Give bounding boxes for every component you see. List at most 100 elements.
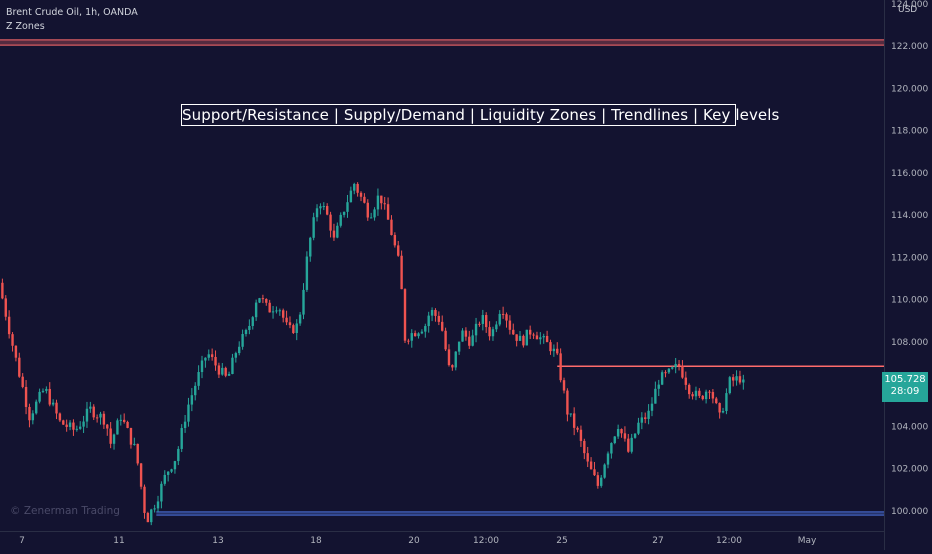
candle-body bbox=[133, 443, 136, 445]
candle-body bbox=[552, 348, 556, 352]
candle-body bbox=[501, 313, 505, 315]
candle-body bbox=[369, 217, 373, 219]
candle-body bbox=[106, 424, 109, 429]
candle-body bbox=[420, 331, 424, 334]
y-tick-label: 102.000 bbox=[891, 465, 928, 475]
x-tick-label: 7 bbox=[19, 536, 25, 546]
candle-body bbox=[532, 334, 535, 336]
currency-label[interactable]: USD bbox=[898, 5, 918, 15]
candle-body bbox=[160, 483, 163, 502]
candle-body bbox=[85, 408, 89, 422]
candle-body bbox=[156, 501, 160, 509]
support-zone bbox=[156, 511, 884, 516]
candle-body bbox=[62, 420, 65, 425]
candle-body bbox=[65, 424, 68, 427]
candle-body bbox=[265, 298, 268, 303]
candle-body bbox=[332, 230, 336, 238]
candle-body bbox=[4, 298, 7, 317]
candle-body bbox=[515, 334, 518, 341]
candle-body bbox=[731, 377, 735, 381]
candle-body bbox=[434, 310, 437, 316]
candle-body bbox=[735, 376, 738, 381]
candle-body bbox=[491, 329, 495, 337]
candle-body bbox=[441, 321, 444, 331]
candle-body bbox=[694, 390, 698, 397]
candle-body bbox=[657, 384, 660, 389]
y-tick-label: 116.000 bbox=[891, 169, 928, 179]
candle-body bbox=[457, 341, 461, 352]
candle-body bbox=[376, 195, 380, 210]
candle-body bbox=[610, 443, 613, 454]
candle-body bbox=[393, 235, 397, 246]
candle-body bbox=[640, 417, 644, 423]
candle-body bbox=[38, 391, 41, 402]
y-tick-label: 100.000 bbox=[891, 507, 928, 517]
y-tick-label: 124.000 bbox=[891, 0, 928, 10]
candle-body bbox=[112, 434, 116, 444]
candle-body bbox=[190, 395, 194, 405]
candle-body bbox=[136, 443, 139, 464]
candle-body bbox=[28, 406, 31, 421]
candle-body bbox=[95, 417, 99, 419]
candle-body bbox=[238, 346, 241, 354]
candle-body bbox=[627, 438, 630, 452]
x-tick-label: 13 bbox=[212, 536, 223, 546]
candle-body bbox=[518, 335, 522, 341]
candle-body bbox=[711, 392, 715, 399]
candle-body bbox=[644, 417, 647, 419]
indicator-label[interactable]: Z Zones bbox=[6, 21, 45, 32]
candle-body bbox=[664, 372, 667, 374]
candle-body bbox=[221, 367, 224, 375]
symbol-title[interactable]: Brent Crude Oil, 1h, OANDA bbox=[6, 7, 138, 18]
candle-body bbox=[397, 245, 400, 256]
candle-body bbox=[562, 380, 566, 391]
candle-body bbox=[139, 463, 143, 487]
candle-body bbox=[715, 398, 718, 404]
candle-body bbox=[600, 477, 603, 486]
x-tick-label: 18 bbox=[310, 536, 322, 546]
candle-body bbox=[413, 333, 417, 337]
candle-body bbox=[214, 356, 217, 366]
y-tick-label: 108.000 bbox=[891, 338, 928, 348]
candle-body bbox=[180, 428, 183, 449]
candle-body bbox=[461, 330, 464, 342]
x-tick-label: 27 bbox=[652, 536, 663, 546]
candle-body bbox=[92, 406, 95, 418]
candle-body bbox=[630, 437, 633, 452]
candle-body bbox=[451, 365, 454, 368]
candle-body bbox=[572, 413, 576, 428]
candle-body bbox=[298, 314, 302, 324]
candle-body bbox=[224, 367, 227, 376]
candle-body bbox=[542, 335, 545, 338]
candle-body bbox=[556, 348, 559, 354]
x-tick-label: 25 bbox=[556, 536, 567, 546]
countdown-timer: 28:09 bbox=[890, 386, 920, 397]
feature-banner: Support/Resistance | Supply/Demand | Liq… bbox=[181, 104, 780, 126]
candle-body bbox=[163, 474, 166, 484]
candle-body bbox=[200, 360, 204, 373]
candle-body bbox=[654, 388, 657, 404]
candle-body bbox=[116, 420, 119, 435]
candle-body bbox=[478, 323, 481, 325]
candle-body bbox=[21, 376, 24, 387]
candle-body bbox=[45, 388, 48, 391]
candle-body bbox=[14, 345, 18, 358]
candle-body bbox=[559, 353, 562, 381]
candle-body bbox=[349, 190, 353, 203]
candle-body bbox=[166, 471, 170, 475]
candle-body bbox=[481, 315, 485, 324]
candle-body bbox=[173, 461, 177, 470]
candle-body bbox=[691, 394, 694, 397]
candle-body bbox=[295, 323, 298, 333]
candle-body bbox=[596, 475, 600, 486]
candle-body bbox=[312, 217, 315, 238]
candle-body bbox=[677, 363, 681, 366]
candle-body bbox=[41, 390, 45, 392]
candle-body bbox=[146, 512, 150, 523]
candle-body bbox=[437, 315, 441, 322]
candle-body bbox=[380, 195, 383, 204]
candle-body bbox=[633, 433, 637, 438]
candle-body bbox=[48, 388, 51, 405]
